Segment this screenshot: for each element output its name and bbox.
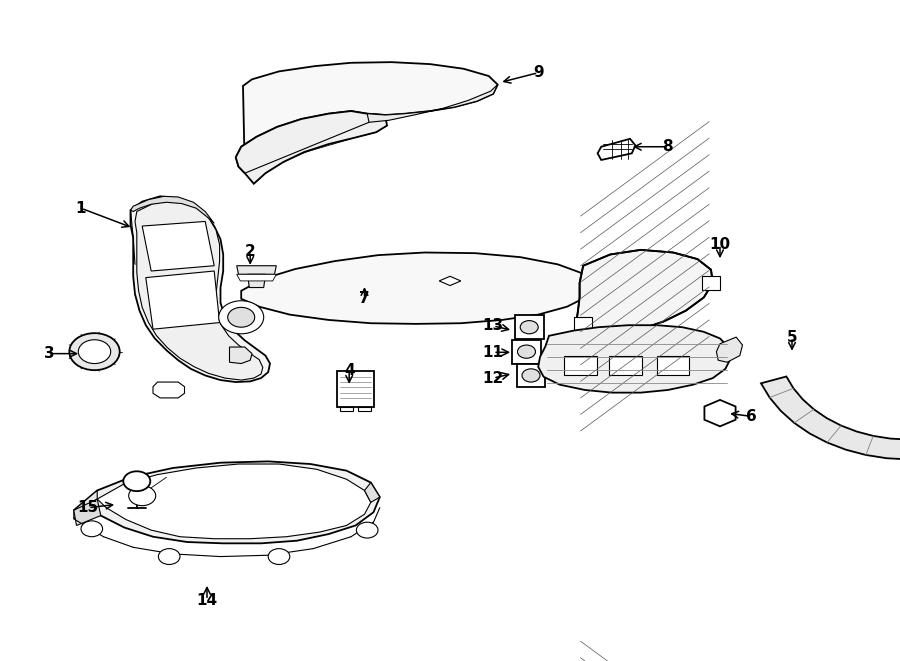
Circle shape bbox=[520, 321, 538, 334]
Text: 8: 8 bbox=[662, 139, 673, 154]
Circle shape bbox=[219, 301, 264, 334]
Circle shape bbox=[228, 307, 255, 327]
Polygon shape bbox=[236, 62, 498, 173]
Text: 2: 2 bbox=[245, 244, 256, 258]
Polygon shape bbox=[364, 483, 380, 502]
Circle shape bbox=[69, 333, 120, 370]
Text: 1: 1 bbox=[76, 201, 86, 215]
Polygon shape bbox=[237, 274, 276, 281]
Polygon shape bbox=[564, 356, 597, 375]
Polygon shape bbox=[705, 400, 735, 426]
Text: 4: 4 bbox=[344, 363, 355, 377]
Polygon shape bbox=[241, 253, 594, 324]
Circle shape bbox=[518, 345, 536, 358]
Polygon shape bbox=[761, 377, 900, 459]
Circle shape bbox=[78, 340, 111, 364]
Polygon shape bbox=[97, 464, 371, 539]
Circle shape bbox=[123, 471, 150, 491]
Text: 12: 12 bbox=[482, 371, 504, 385]
Polygon shape bbox=[367, 85, 498, 122]
Polygon shape bbox=[74, 461, 380, 543]
Polygon shape bbox=[130, 196, 270, 382]
Polygon shape bbox=[512, 340, 541, 364]
Text: 15: 15 bbox=[77, 500, 99, 515]
Polygon shape bbox=[337, 371, 374, 407]
Polygon shape bbox=[538, 325, 731, 393]
Circle shape bbox=[158, 549, 180, 564]
Polygon shape bbox=[130, 196, 214, 223]
Polygon shape bbox=[439, 276, 461, 286]
Circle shape bbox=[268, 549, 290, 564]
Polygon shape bbox=[230, 347, 252, 364]
Polygon shape bbox=[146, 271, 220, 329]
Polygon shape bbox=[598, 139, 635, 160]
Polygon shape bbox=[236, 111, 387, 184]
Polygon shape bbox=[237, 266, 276, 274]
Text: 14: 14 bbox=[196, 593, 218, 607]
Circle shape bbox=[129, 486, 156, 506]
Polygon shape bbox=[609, 356, 642, 375]
Polygon shape bbox=[358, 407, 371, 411]
Text: 10: 10 bbox=[709, 237, 731, 252]
Polygon shape bbox=[74, 490, 97, 519]
Polygon shape bbox=[340, 407, 353, 411]
Polygon shape bbox=[74, 499, 101, 525]
Polygon shape bbox=[517, 364, 545, 387]
Circle shape bbox=[522, 369, 540, 382]
Text: 11: 11 bbox=[482, 345, 504, 360]
Circle shape bbox=[356, 522, 378, 538]
Text: 13: 13 bbox=[482, 319, 504, 333]
Polygon shape bbox=[574, 317, 592, 330]
Text: 5: 5 bbox=[787, 330, 797, 344]
Polygon shape bbox=[142, 221, 214, 271]
Polygon shape bbox=[153, 382, 184, 398]
Text: 9: 9 bbox=[533, 65, 544, 80]
Polygon shape bbox=[702, 276, 720, 290]
Polygon shape bbox=[515, 315, 544, 339]
Polygon shape bbox=[135, 200, 263, 380]
Text: 7: 7 bbox=[359, 292, 370, 306]
Polygon shape bbox=[248, 274, 266, 288]
Text: 3: 3 bbox=[44, 346, 55, 361]
Polygon shape bbox=[657, 356, 689, 375]
Polygon shape bbox=[716, 337, 742, 362]
Circle shape bbox=[81, 521, 103, 537]
Polygon shape bbox=[576, 250, 713, 335]
Text: 6: 6 bbox=[746, 409, 757, 424]
